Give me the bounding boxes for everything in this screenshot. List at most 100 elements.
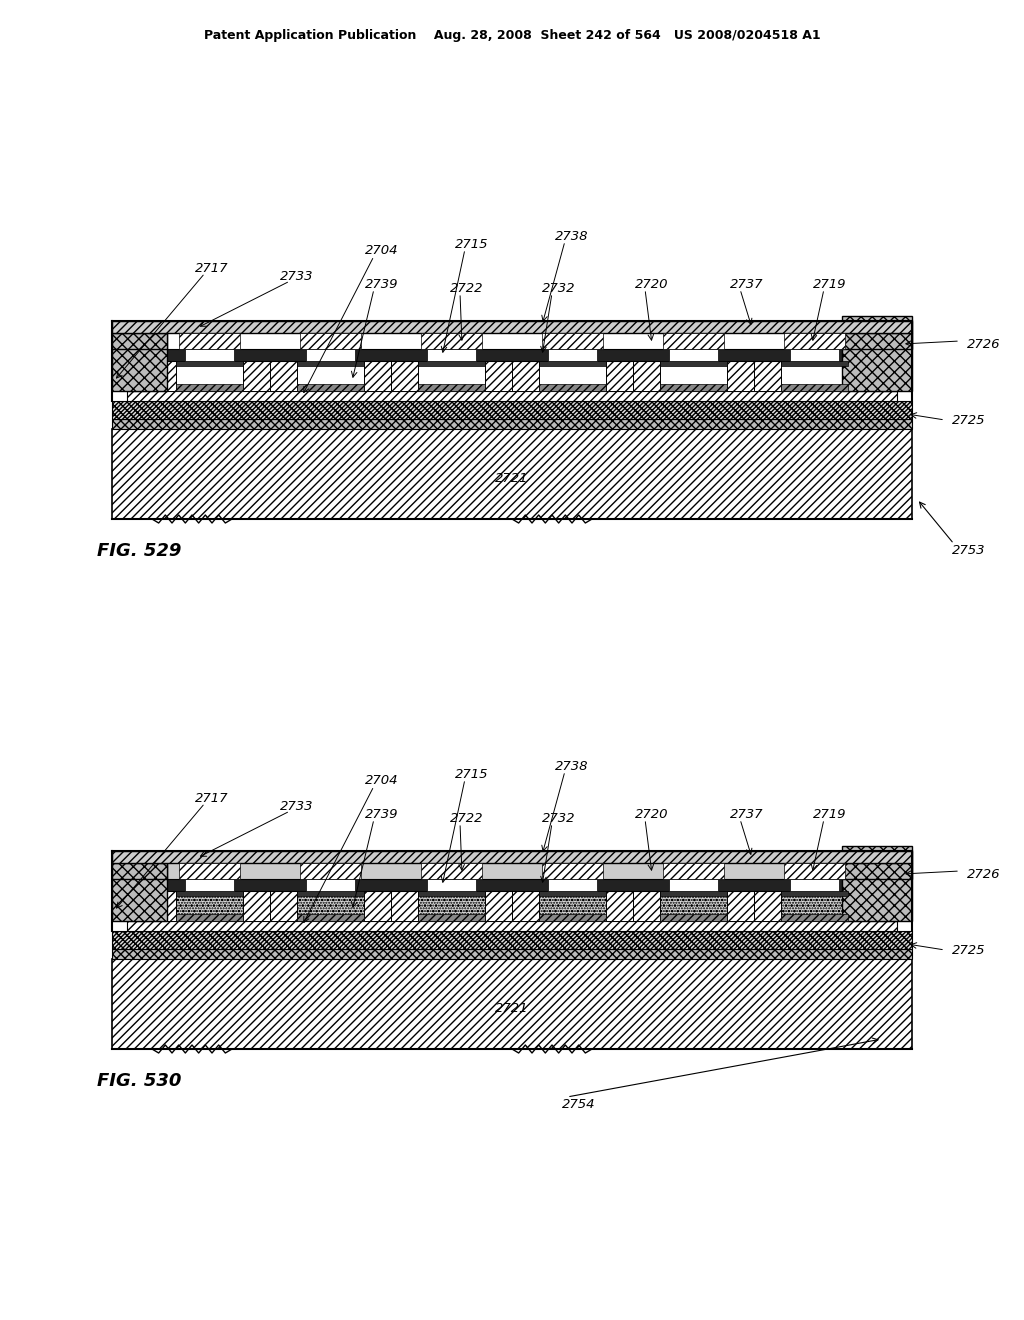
Bar — [112, 863, 167, 921]
Bar — [127, 391, 897, 401]
Bar — [365, 360, 391, 391]
Bar — [606, 891, 633, 921]
Text: 2704: 2704 — [366, 244, 398, 257]
Text: 2721: 2721 — [496, 473, 528, 484]
Bar — [112, 418, 912, 429]
Bar — [791, 879, 839, 891]
Bar — [548, 879, 597, 891]
Bar — [176, 360, 244, 366]
Bar — [848, 360, 874, 391]
Bar — [842, 333, 912, 348]
Text: 2720: 2720 — [635, 277, 669, 290]
Text: FIG. 530: FIG. 530 — [97, 1072, 181, 1090]
Bar — [784, 863, 845, 879]
Bar — [421, 863, 481, 879]
Bar — [842, 863, 912, 879]
Bar — [297, 891, 365, 896]
Text: 2726: 2726 — [967, 867, 1000, 880]
Text: 2732: 2732 — [543, 812, 575, 825]
Bar — [848, 891, 874, 921]
Text: 2720: 2720 — [635, 808, 669, 821]
Bar — [244, 891, 270, 921]
Bar — [780, 384, 848, 391]
Bar — [780, 891, 848, 896]
Bar — [157, 348, 867, 360]
Bar — [391, 891, 418, 921]
Text: 2722: 2722 — [451, 281, 483, 294]
Bar — [659, 913, 727, 921]
Text: 2725: 2725 — [952, 413, 985, 426]
Bar — [176, 384, 244, 391]
Bar — [150, 891, 874, 921]
Bar — [185, 879, 233, 891]
Bar — [418, 360, 485, 366]
Bar — [418, 913, 485, 921]
Text: 2739: 2739 — [366, 277, 398, 290]
Text: FIG. 529: FIG. 529 — [97, 543, 181, 560]
Bar — [539, 891, 606, 896]
Bar — [664, 333, 724, 348]
Text: 2738: 2738 — [555, 230, 589, 243]
Bar — [150, 891, 176, 921]
Bar — [874, 360, 897, 391]
Bar — [727, 891, 754, 921]
Bar — [784, 333, 845, 348]
Bar — [297, 360, 365, 366]
Bar — [167, 894, 842, 921]
Bar — [485, 891, 512, 921]
Bar — [548, 348, 597, 360]
Text: 2732: 2732 — [543, 281, 575, 294]
Bar — [150, 863, 874, 891]
Bar — [754, 360, 780, 391]
Bar — [539, 360, 606, 366]
Bar — [112, 333, 167, 391]
Text: 2717: 2717 — [196, 792, 228, 804]
Bar — [543, 333, 603, 348]
Bar — [127, 891, 150, 921]
Bar — [670, 348, 718, 360]
Bar — [633, 891, 659, 921]
Bar — [633, 360, 659, 391]
Bar — [176, 891, 244, 896]
Bar — [157, 879, 867, 891]
Bar — [176, 913, 244, 921]
Bar — [150, 891, 874, 921]
Text: 2715: 2715 — [456, 238, 488, 251]
Bar — [270, 360, 297, 391]
Bar — [659, 384, 727, 391]
Bar — [185, 348, 233, 360]
Text: 2719: 2719 — [813, 808, 847, 821]
Bar — [512, 360, 539, 391]
Bar — [127, 360, 150, 391]
Bar — [659, 891, 727, 896]
Bar — [244, 360, 270, 391]
Text: 2717: 2717 — [196, 261, 228, 275]
Bar — [791, 348, 839, 360]
Text: 2704: 2704 — [366, 775, 398, 788]
Bar — [179, 333, 240, 348]
Bar — [780, 360, 848, 366]
Bar — [418, 384, 485, 391]
Bar — [664, 863, 724, 879]
Bar — [150, 360, 176, 391]
Bar — [421, 333, 481, 348]
Text: 2733: 2733 — [281, 800, 313, 813]
Text: 2725: 2725 — [952, 944, 985, 957]
Bar — [391, 360, 418, 391]
Text: 2739: 2739 — [366, 808, 398, 821]
Bar — [539, 384, 606, 391]
Bar — [485, 360, 512, 391]
Text: 2719: 2719 — [813, 277, 847, 290]
Text: 2721: 2721 — [496, 1002, 528, 1015]
Bar — [606, 360, 633, 391]
Text: 2715: 2715 — [456, 767, 488, 780]
Bar — [427, 879, 476, 891]
Bar — [179, 863, 240, 879]
Bar — [754, 891, 780, 921]
Text: 2738: 2738 — [555, 759, 589, 772]
Bar — [270, 891, 297, 921]
Bar — [297, 384, 365, 391]
Bar — [780, 913, 848, 921]
Bar — [112, 949, 912, 960]
Bar — [112, 333, 167, 348]
